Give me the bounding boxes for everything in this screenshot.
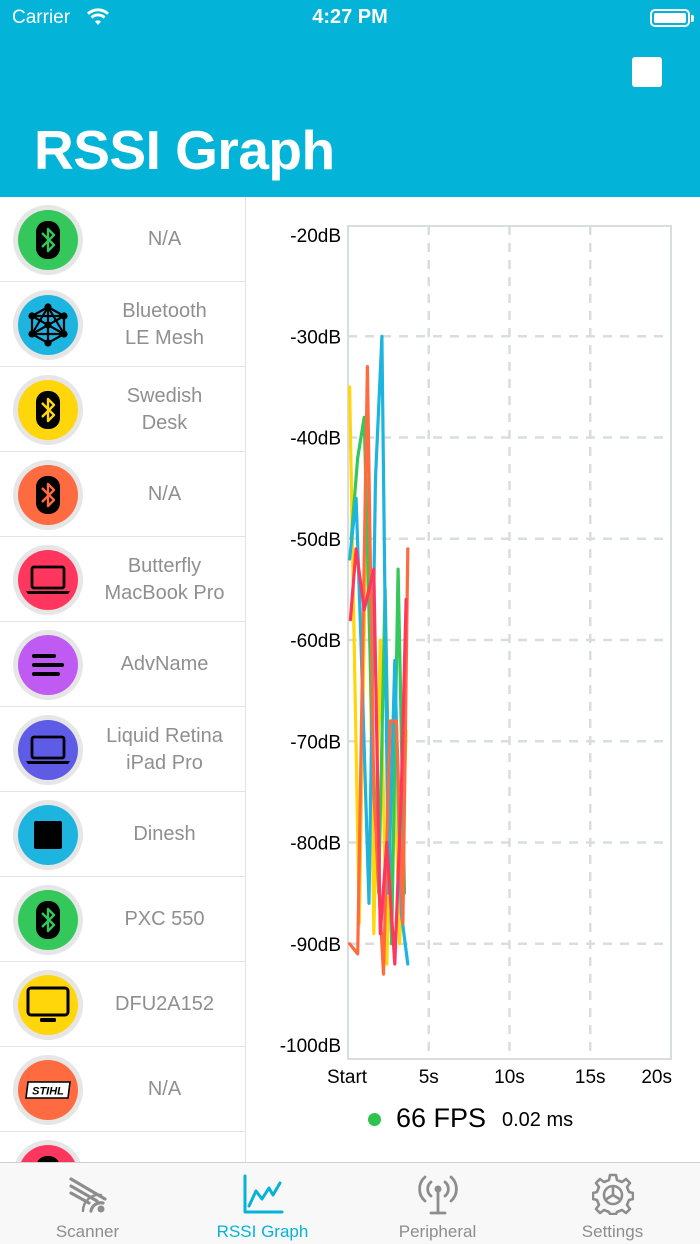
device-row[interactable]: DFU2A152 xyxy=(0,962,245,1047)
square-chip-icon xyxy=(18,805,78,865)
tab-settings[interactable]: Settings xyxy=(525,1163,700,1244)
bluetooth-icon xyxy=(18,1145,78,1162)
y-tick-label: -80dB xyxy=(290,834,341,855)
device-avatar xyxy=(13,1140,83,1162)
y-tick-label: -90dB xyxy=(290,935,341,956)
rssi-chart: -20dB -30dB -40dB -50dB -60dB -70dB -80dB -90dB… xyxy=(247,197,700,1162)
device-avatar xyxy=(13,290,83,360)
device-row[interactable]: Butterfly MacBook Pro xyxy=(0,537,245,622)
device-avatar xyxy=(13,205,83,275)
monitor-icon xyxy=(18,975,78,1035)
tab-rssi-graph[interactable]: RSSI Graph xyxy=(175,1163,350,1244)
y-tick-label: -100dB xyxy=(280,1036,341,1057)
device-avatar xyxy=(13,375,83,445)
bluetooth-icon xyxy=(18,210,78,270)
device-row[interactable]: Swedish Desk xyxy=(0,367,245,452)
antenna-icon xyxy=(418,1175,458,1215)
laptop-icon xyxy=(18,550,78,610)
y-tick-label: -20dB xyxy=(290,226,341,247)
y-tick-label: -50dB xyxy=(290,530,341,551)
carrier-label: Carrier xyxy=(12,7,71,28)
device-row[interactable]: N/A xyxy=(0,452,245,537)
y-tick-label: -30dB xyxy=(290,327,341,348)
x-tick-label: 20s xyxy=(641,1067,672,1088)
tab-label: Settings xyxy=(581,1222,644,1241)
page-title: RSSI Graph xyxy=(34,119,335,181)
y-tick-label: -40dB xyxy=(290,429,341,450)
device-row[interactable]: Liquid Retina iPad Pro xyxy=(0,707,245,792)
device-avatar xyxy=(13,715,83,785)
device-row[interactable]: N/A xyxy=(0,197,245,282)
device-avatar xyxy=(13,970,83,1040)
device-avatar xyxy=(13,885,83,955)
gear-icon xyxy=(592,1173,634,1215)
stihl-logo-icon: STIHL xyxy=(18,1060,78,1120)
fps-status-dot xyxy=(368,1113,381,1126)
bluetooth-icon xyxy=(18,465,78,525)
device-avatar xyxy=(13,800,83,870)
x-tick-label: 5s xyxy=(419,1067,439,1088)
device-name: N/A xyxy=(147,228,182,250)
device-name xyxy=(90,1132,239,1162)
device-avatar xyxy=(13,630,83,700)
x-tick-label: 15s xyxy=(575,1067,606,1088)
device-name: N/A xyxy=(147,483,182,505)
header: Carrier 4:27 PM RSSI Graph xyxy=(0,0,700,197)
laptop-icon xyxy=(18,720,78,780)
device-avatar: STIHL xyxy=(13,1055,83,1125)
scanner-icon xyxy=(69,1177,107,1213)
device-avatar xyxy=(13,545,83,615)
x-tick-label: 10s xyxy=(494,1067,525,1088)
bluetooth-icon xyxy=(18,380,78,440)
graph-icon xyxy=(243,1174,284,1214)
device-name: Dinesh xyxy=(133,823,196,845)
rssi-series-line xyxy=(347,365,410,976)
device-row[interactable]: Bluetooth LE Mesh xyxy=(0,282,245,367)
device-row[interactable]: PXC 550 xyxy=(0,877,245,962)
bluetooth-icon xyxy=(18,890,78,950)
device-row[interactable] xyxy=(0,1132,245,1162)
device-list[interactable]: N/A Bluetooth LE Mesh Swedish Desk N/A Butte… xyxy=(0,197,246,1162)
device-row[interactable]: STIHL N/A xyxy=(0,1047,245,1132)
device-row[interactable]: Dinesh xyxy=(0,792,245,877)
battery-icon xyxy=(650,9,694,27)
y-tick-label: -70dB xyxy=(290,732,341,753)
fps-value: 66 FPS xyxy=(396,1103,487,1133)
tab-scanner[interactable]: Scanner xyxy=(0,1163,175,1244)
device-avatar xyxy=(13,460,83,530)
svg-text:STIHL: STIHL xyxy=(32,1086,64,1098)
device-row[interactable]: AdvName xyxy=(0,622,245,707)
device-name: AdvName xyxy=(120,653,209,675)
x-tick-label: Start xyxy=(327,1067,368,1088)
rssi-chart-svg: -20dB -30dB -40dB -50dB -60dB -70dB -80dB -90dB… xyxy=(280,225,672,1088)
frame-time: 0.02 ms xyxy=(502,1109,574,1131)
device-name: Liquid Retina iPad Pro xyxy=(106,724,223,774)
device-name: PXC 550 xyxy=(124,908,205,930)
tab-label: RSSI Graph xyxy=(216,1222,309,1241)
tab-label: Scanner xyxy=(55,1222,120,1241)
device-name: Bluetooth LE Mesh xyxy=(122,299,207,349)
status-time: 4:27 PM xyxy=(312,6,388,28)
mesh-network-icon xyxy=(18,295,78,355)
fps-indicator: 66 FPS 0.02 ms xyxy=(368,1100,668,1140)
stop-button[interactable] xyxy=(632,57,662,87)
status-bar: Carrier 4:27 PM xyxy=(0,0,700,40)
tab-bar: Scanner RSSI Graph Peripheral xyxy=(0,1162,700,1244)
y-tick-label: -60dB xyxy=(290,631,341,652)
device-name: Butterfly MacBook Pro xyxy=(104,554,225,604)
device-name: N/A xyxy=(147,1078,182,1100)
device-name: Swedish Desk xyxy=(126,384,203,434)
list-icon xyxy=(18,635,78,695)
tab-peripheral[interactable]: Peripheral xyxy=(350,1163,525,1244)
tab-label: Peripheral xyxy=(398,1222,477,1241)
rssi-series-line xyxy=(348,547,408,966)
wifi-icon xyxy=(87,8,109,25)
device-name: DFU2A152 xyxy=(115,993,214,1015)
